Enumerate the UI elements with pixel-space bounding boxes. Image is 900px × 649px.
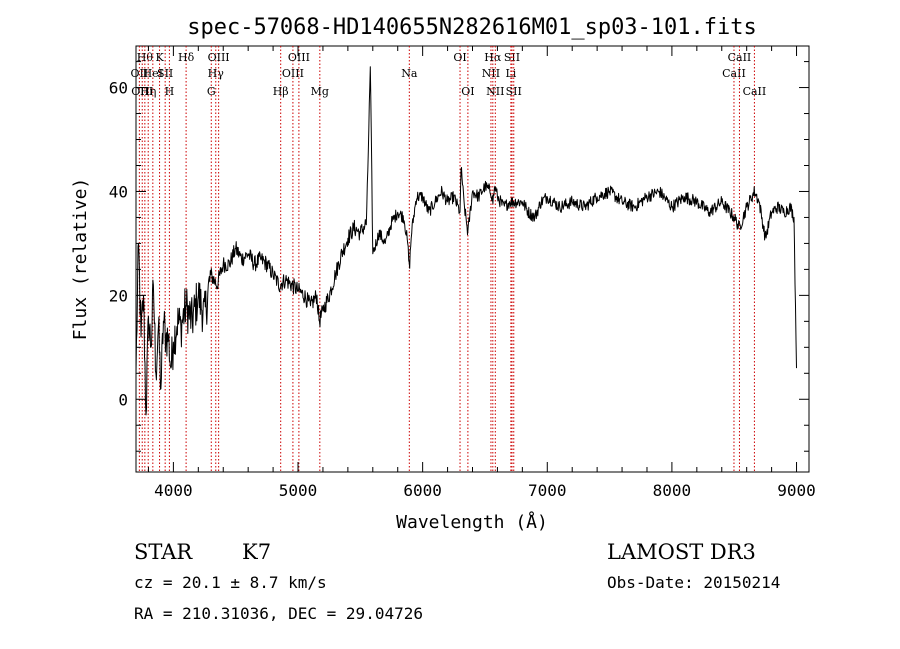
x-tick-label: 9000	[777, 481, 816, 500]
series-layer	[135, 66, 797, 416]
x-tick-label: 6000	[403, 481, 442, 500]
line-marker-label: SII	[506, 85, 522, 98]
line-marker-label: CaII	[722, 67, 746, 80]
object-subclass: K7	[242, 540, 272, 564]
line-marker-label: H	[165, 85, 175, 98]
line-marker-label: OI	[461, 85, 474, 98]
y-tick-label: 0	[118, 390, 128, 409]
spectrum-line	[135, 66, 797, 416]
line-marker-label: CaII	[728, 51, 752, 64]
line-marker-label: OII	[131, 67, 149, 80]
x-tick-label: 7000	[528, 481, 567, 500]
line-marker-label: K	[155, 51, 164, 64]
line-marker-label: Li	[505, 67, 516, 80]
redshift-text: cz = 20.1 ± 8.7 km/s	[134, 573, 327, 592]
observation-date: Obs-Date: 20150214	[607, 573, 781, 592]
line-marker-label: SII	[157, 67, 173, 80]
line-marker-label: Hβ	[273, 85, 289, 98]
line-marker-label: Hη	[140, 85, 156, 98]
line-marker-label: HeI	[143, 67, 163, 80]
x-tick-label: 8000	[653, 481, 692, 500]
line-marker-label: CaII	[743, 85, 767, 98]
x-axis-label: Wavelength (Å)	[396, 511, 548, 533]
y-tick-label: 20	[109, 286, 128, 305]
line-marker-label: NII	[486, 85, 504, 98]
line-marker-label: SII	[504, 51, 520, 64]
survey-name: LAMOST DR3	[607, 540, 756, 564]
chart-title: spec-57068-HD140655N282616M01_sp03-101.f…	[187, 15, 757, 40]
axis-ticks: 4000 5000 6000 7000 8000 9000 0 20 40 60	[109, 46, 816, 500]
x-tick-label: 5000	[279, 481, 318, 500]
line-marker-label: OIII	[208, 51, 230, 64]
object-class: STAR	[134, 540, 193, 564]
line-marker-label: Na	[401, 67, 418, 80]
line-marker-label: Hθ	[137, 51, 154, 64]
line-marker-label: OI	[453, 51, 466, 64]
line-marker-label: Hγ	[208, 67, 225, 80]
line-marker-label: NII	[482, 67, 500, 80]
coordinates-text: RA = 210.31036, DEC = 29.04726	[134, 604, 423, 623]
line-marker-label: Hδ	[178, 51, 195, 64]
line-marker-label: Hα	[484, 51, 502, 64]
line-markers: OIIOIIIHθHηHeIKSIIHHδGHγOIIIHβOIIIOIIIMg…	[131, 46, 767, 472]
y-tick-label: 40	[109, 182, 128, 201]
line-marker-label: Mg	[311, 85, 329, 98]
x-tick-label: 4000	[154, 481, 193, 500]
y-tick-label: 60	[109, 79, 128, 98]
plot-frame	[135, 45, 810, 473]
y-axis-label: Flux (relative)	[70, 178, 91, 341]
line-marker-label: G	[207, 85, 216, 98]
line-marker-label: OIII	[288, 51, 310, 64]
line-marker-label: OIII	[282, 67, 304, 80]
